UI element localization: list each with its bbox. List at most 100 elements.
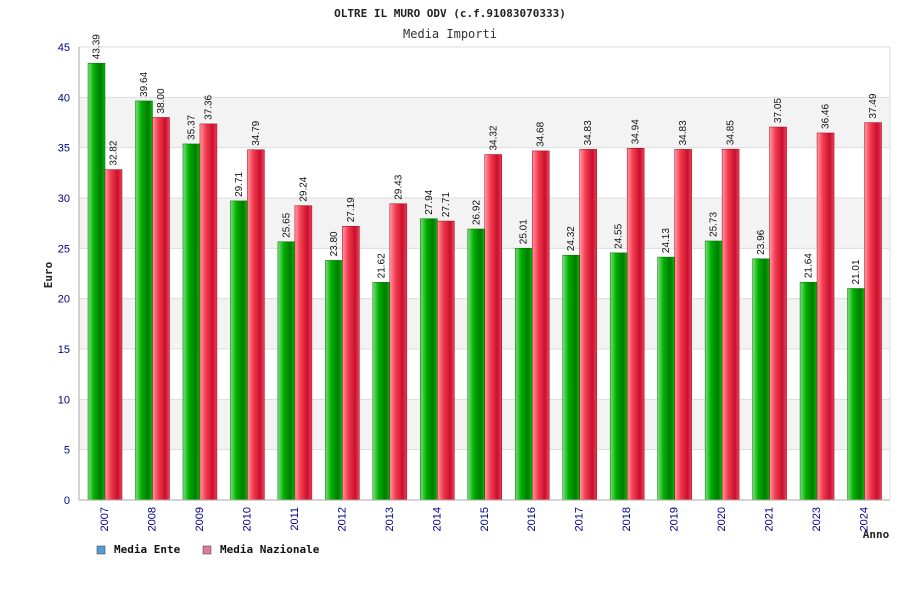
bar-media-ente-2007 <box>87 62 106 501</box>
value-label: 37.36 <box>203 94 214 119</box>
bar-media-nazionale-2011 <box>294 205 313 501</box>
bar-media-ente-2017 <box>562 254 580 501</box>
bar-media-ente-2016 <box>514 247 533 501</box>
legend: Media Ente Media Nazionale <box>96 543 320 556</box>
bar-media-ente-2015 <box>467 228 486 501</box>
bar-media-nazionale-2013 <box>389 203 408 501</box>
x-tick-label: 2016 <box>526 507 538 531</box>
bar-media-ente-2024 <box>847 288 865 501</box>
value-label: 25.65 <box>281 212 292 237</box>
bar-media-nazionale-2009 <box>199 123 218 501</box>
value-label: 43.39 <box>92 34 103 59</box>
y-tick-label: 5 <box>64 445 70 457</box>
y-tick-label: 25 <box>58 243 70 255</box>
value-label: 34.83 <box>678 120 689 145</box>
bar-media-ente-2014 <box>420 218 438 501</box>
bar-media-nazionale-2008 <box>152 117 170 501</box>
value-label: 34.32 <box>488 125 499 150</box>
x-tick-label: 2024 <box>859 507 871 531</box>
bar-media-ente-2021 <box>752 258 770 501</box>
bar-media-nazionale-2017 <box>579 149 597 501</box>
value-label: 36.46 <box>821 104 832 129</box>
x-tick-label: 2023 <box>811 507 823 531</box>
bar-media-ente-2019 <box>657 256 675 501</box>
value-label: 21.01 <box>851 259 862 284</box>
legend-swatch-media-nazionale <box>202 545 212 555</box>
value-label: 29.71 <box>234 171 245 196</box>
bar-media-nazionale-2014 <box>437 220 455 501</box>
value-label: 25.73 <box>709 212 720 237</box>
bar-media-ente-2013 <box>372 282 391 501</box>
value-label: 21.64 <box>804 253 815 278</box>
value-label: 37.05 <box>773 98 784 123</box>
y-tick-label: 15 <box>58 344 70 356</box>
value-label: 38.00 <box>156 88 167 113</box>
x-tick-label: 2010 <box>241 507 253 531</box>
value-label: 24.55 <box>614 223 625 248</box>
bar-media-nazionale-2007 <box>104 169 123 501</box>
legend-label-media-ente: Media Ente <box>114 543 181 556</box>
bars <box>87 62 882 501</box>
value-label: 27.71 <box>441 192 452 217</box>
chart-title: OLTRE IL MURO ODV (c.f.91083070333) <box>334 7 566 20</box>
y-tick-label: 10 <box>58 394 70 406</box>
x-tick-label: 2011 <box>289 507 301 531</box>
y-tick-label: 0 <box>64 495 70 507</box>
chart-subtitle: Media Importi <box>403 27 497 41</box>
value-label: 27.94 <box>424 189 435 214</box>
value-label: 24.13 <box>661 228 672 253</box>
y-tick-label: 30 <box>58 193 70 205</box>
axes <box>78 47 891 501</box>
value-label: 34.94 <box>631 119 642 144</box>
value-label: 34.85 <box>726 120 737 145</box>
y-tick-label: 40 <box>58 92 70 104</box>
value-label: 35.37 <box>186 114 197 139</box>
bar-media-ente-2018 <box>609 252 628 501</box>
bar-media-nazionale-2018 <box>626 148 645 501</box>
value-label: 32.82 <box>109 140 120 165</box>
x-tick-label: 2013 <box>384 507 396 531</box>
value-label: 34.79 <box>251 120 262 145</box>
bar-media-nazionale-2019 <box>674 149 692 501</box>
x-tick-label: 2009 <box>194 507 206 531</box>
value-label: 27.19 <box>346 197 357 222</box>
bar-media-ente-2009 <box>182 143 201 501</box>
bar-media-nazionale-2024 <box>864 122 882 501</box>
bar-media-ente-2023 <box>799 281 818 501</box>
value-label: 29.43 <box>393 174 404 199</box>
x-tick-label: 2021 <box>764 507 776 531</box>
value-label: 39.64 <box>139 71 150 96</box>
value-label: 25.01 <box>519 219 530 244</box>
x-tick-label: 2019 <box>669 507 681 531</box>
x-tick-label: 2014 <box>431 507 443 531</box>
bar-media-ente-2011 <box>277 241 296 501</box>
value-label: 23.96 <box>756 229 767 254</box>
x-tick-labels: 2007 2008 2009 2010 2011 2012 2013 2014 2015 2016… <box>99 507 871 531</box>
value-label: 29.24 <box>298 176 309 201</box>
value-label: 26.92 <box>471 200 482 225</box>
bar-media-nazionale-2020 <box>721 148 740 501</box>
bar-media-nazionale-2010 <box>247 149 265 501</box>
value-label: 21.62 <box>376 253 387 278</box>
x-tick-label: 2020 <box>716 507 728 531</box>
x-tick-label: 2017 <box>574 507 586 531</box>
value-label: 34.83 <box>583 120 594 145</box>
value-label: 24.32 <box>566 226 577 251</box>
bar-media-nazionale-2016 <box>531 150 550 501</box>
y-axis-label: Euro <box>42 261 55 288</box>
x-tick-label: 2015 <box>479 507 491 531</box>
value-label: 34.68 <box>536 121 547 146</box>
x-tick-label: 2008 <box>146 507 158 531</box>
bar-media-ente-2008 <box>135 100 153 501</box>
y-tick-labels: 0 5 10 15 20 25 30 35 40 45 <box>58 42 70 507</box>
bar-media-nazionale-2021 <box>769 126 787 501</box>
value-labels: 43.39 32.82 39.64 38.00 35.37 37.36 29.71 34.79… <box>92 34 880 285</box>
y-tick-label: 35 <box>58 143 70 155</box>
bar-media-ente-2012 <box>325 260 343 501</box>
bar-media-nazionale-2012 <box>342 226 360 501</box>
bar-media-ente-2010 <box>230 200 248 501</box>
bar-media-nazionale-2015 <box>484 154 503 501</box>
legend-swatch-media-ente <box>96 545 106 555</box>
y-tick-label: 45 <box>58 42 70 54</box>
